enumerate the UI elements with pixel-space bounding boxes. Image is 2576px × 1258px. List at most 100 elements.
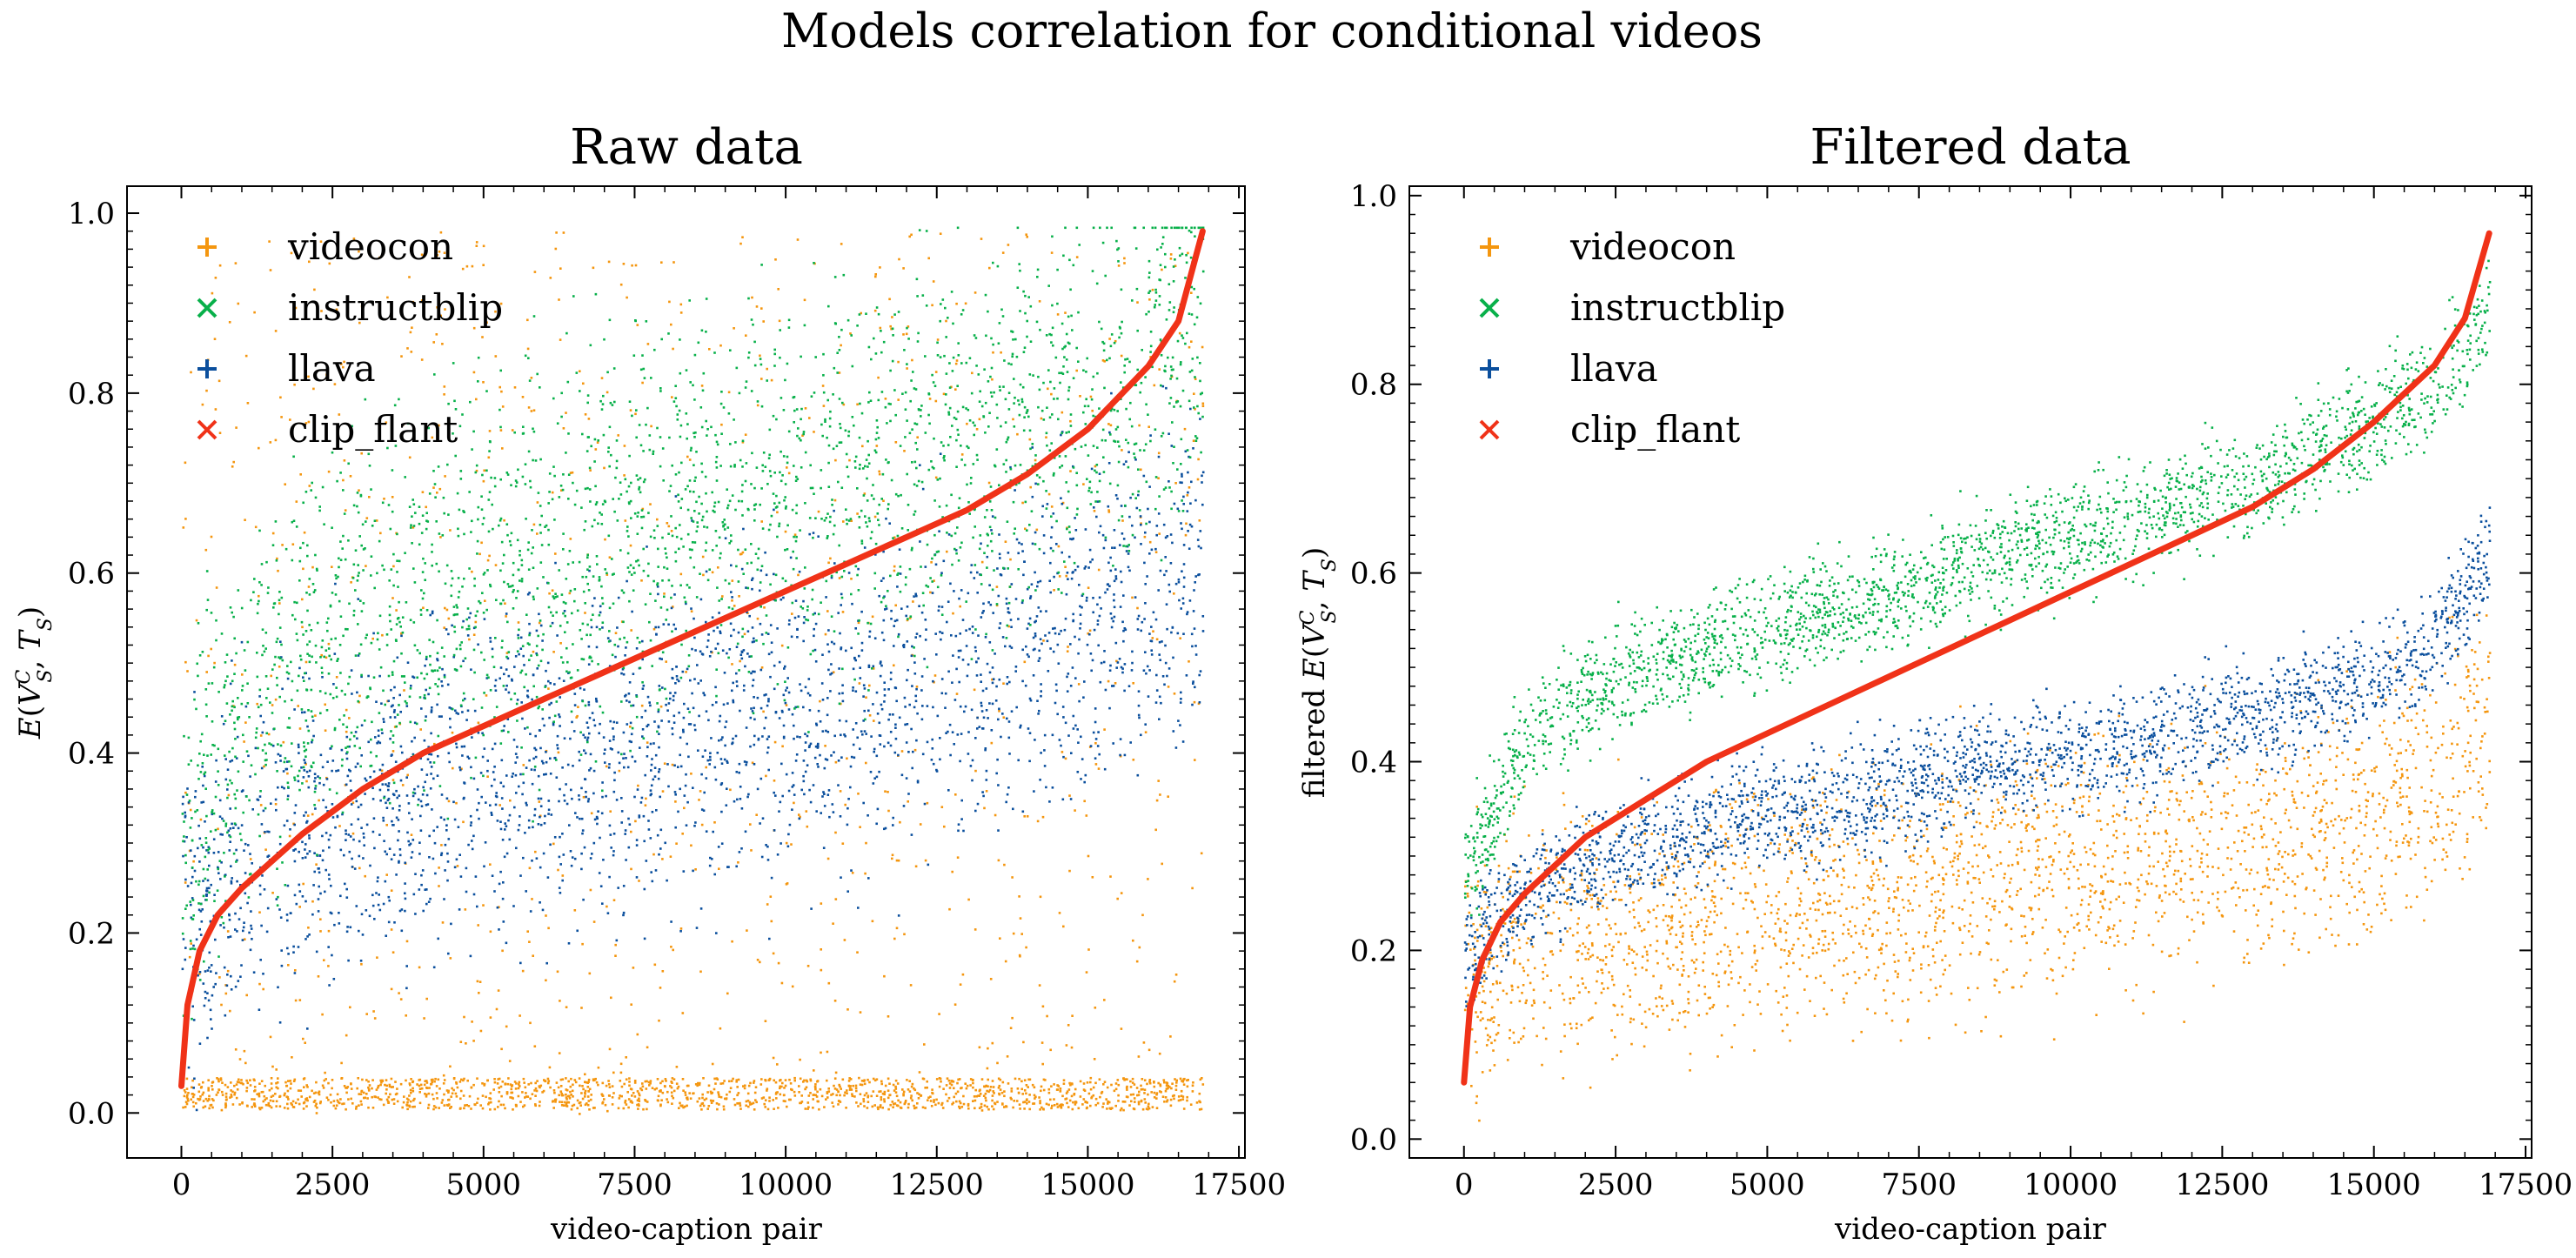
- raw-data-videocon-point: [766, 1107, 770, 1111]
- raw-data-videocon-point: [532, 954, 534, 957]
- raw-data-videocon-point: [390, 987, 393, 991]
- raw-data-llava-point: [448, 760, 451, 764]
- raw-data-llava-point: [846, 806, 849, 810]
- raw-data-llava-point: [892, 713, 894, 716]
- raw-data-llava-point: [693, 724, 696, 726]
- raw-data-videocon-point: [730, 1080, 733, 1082]
- raw-data-videocon-point: [1116, 1079, 1120, 1081]
- raw-data-llava-point: [991, 666, 994, 669]
- raw-data-videocon-point: [1033, 1086, 1036, 1089]
- raw-data-llava-point: [645, 860, 648, 862]
- raw-data-videocon-point: [360, 1090, 363, 1093]
- raw-data-llava-point: [1097, 731, 1100, 733]
- raw-data-videocon-point: [717, 1091, 719, 1094]
- raw-data-llava-point: [1187, 471, 1189, 474]
- raw-data-llava-point: [226, 768, 230, 771]
- raw-data-llava-point: [873, 750, 875, 753]
- raw-data-videocon-point: [666, 1101, 670, 1104]
- raw-data-llava-point: [345, 783, 348, 786]
- raw-data-videocon-point: [736, 1086, 739, 1088]
- raw-data-llava-point: [1144, 531, 1147, 534]
- raw-data-videocon-point: [253, 1105, 257, 1107]
- raw-data-videocon-point: [383, 498, 385, 500]
- raw-data-videocon-point: [190, 942, 192, 945]
- raw-data-videocon-point: [538, 1104, 541, 1107]
- raw-data-videocon-point: [614, 632, 618, 634]
- raw-data-videocon-point: [871, 920, 874, 923]
- raw-data-llava-point: [580, 852, 583, 855]
- raw-data-llava-point: [980, 542, 982, 545]
- raw-data-llava-point: [657, 626, 660, 629]
- raw-data-llava-point: [1123, 627, 1127, 630]
- raw-data-videocon-point: [1157, 452, 1161, 455]
- raw-data-llava-point: [550, 813, 553, 816]
- raw-data-llava-point: [1164, 556, 1167, 559]
- raw-data-videocon-point: [926, 1080, 928, 1083]
- raw-data-llava-point: [815, 724, 819, 726]
- raw-data-videocon-point: [400, 632, 403, 635]
- raw-data-llava-point: [545, 751, 547, 753]
- raw-data-llava-point: [573, 693, 577, 695]
- raw-data-videocon-point: [1121, 519, 1124, 522]
- raw-data-llava-point: [1125, 550, 1128, 552]
- raw-data-videocon-point: [1072, 1101, 1074, 1104]
- raw-data-videocon-point: [638, 1094, 641, 1097]
- raw-data-videocon-point: [766, 367, 768, 371]
- raw-data-videocon-point: [554, 247, 558, 251]
- raw-data-videocon-point: [733, 1103, 737, 1107]
- raw-data-llava-point: [1186, 612, 1188, 616]
- raw-data-videocon-point: [895, 927, 899, 930]
- raw-data-videocon-point: [1075, 256, 1079, 258]
- raw-data-llava-points: [181, 385, 1205, 1112]
- raw-data-videocon-point: [1056, 1106, 1060, 1108]
- raw-data-llava-point: [998, 678, 1001, 681]
- raw-data-videocon-point: [638, 880, 640, 882]
- raw-data-videocon-point: [477, 721, 480, 725]
- raw-data-videocon-point: [806, 965, 810, 967]
- raw-data-videocon-point: [434, 1106, 438, 1109]
- raw-data-videocon-point: [1082, 483, 1085, 485]
- raw-data-videocon-point: [679, 303, 683, 306]
- raw-data-videocon-point: [186, 1097, 190, 1101]
- raw-data-llava-point: [501, 839, 505, 841]
- raw-data-videocon-point: [897, 1099, 900, 1102]
- raw-data-videocon-point: [500, 1047, 503, 1051]
- raw-data-videocon-point: [435, 1092, 438, 1094]
- raw-data-videocon-point: [870, 1094, 873, 1098]
- raw-data-videocon-point: [315, 1112, 318, 1114]
- raw-data-videocon-point: [1060, 1107, 1063, 1109]
- raw-data-videocon-point: [675, 1066, 679, 1068]
- raw-data-llava-point: [400, 929, 404, 933]
- raw-data-videocon-point: [1198, 1100, 1201, 1103]
- raw-data-videocon-point: [324, 1071, 326, 1074]
- raw-data-videocon-point: [488, 430, 492, 432]
- raw-data-videocon-point: [552, 1107, 555, 1109]
- raw-data-videocon-point: [996, 1101, 999, 1103]
- raw-data-videocon-point: [706, 1091, 709, 1094]
- raw-data-llava-point: [700, 808, 704, 811]
- raw-data-videocon-point: [873, 719, 875, 722]
- raw-data-videocon-point: [897, 398, 900, 401]
- raw-data-llava-point: [693, 825, 696, 827]
- raw-data-llava-point: [354, 731, 358, 733]
- raw-data-llava-point: [302, 776, 305, 779]
- raw-data-videocon-point: [501, 405, 505, 408]
- raw-data-videocon-point: [1161, 268, 1163, 271]
- raw-data-videocon-point: [459, 1041, 463, 1043]
- raw-data-videocon-point: [682, 1089, 685, 1092]
- raw-data-videocon-point: [679, 572, 683, 576]
- raw-data-videocon-point: [1192, 439, 1195, 442]
- raw-data-llava-point: [894, 726, 897, 729]
- raw-data-llava-point: [697, 749, 699, 752]
- raw-data-videocon-point: [747, 1105, 750, 1108]
- raw-data-llava-point: [711, 704, 714, 706]
- raw-data-llava-point: [999, 622, 1002, 625]
- raw-data-videocon-point: [274, 803, 278, 806]
- raw-data-videocon-point: [1175, 1079, 1178, 1082]
- raw-data-videocon-point: [888, 1082, 891, 1085]
- raw-data-llava-point: [1034, 634, 1037, 638]
- raw-data-llava-point: [266, 830, 269, 833]
- raw-data-llava-point: [912, 750, 914, 753]
- raw-data-llava-point: [945, 732, 947, 734]
- raw-data-llava-point: [1083, 780, 1086, 784]
